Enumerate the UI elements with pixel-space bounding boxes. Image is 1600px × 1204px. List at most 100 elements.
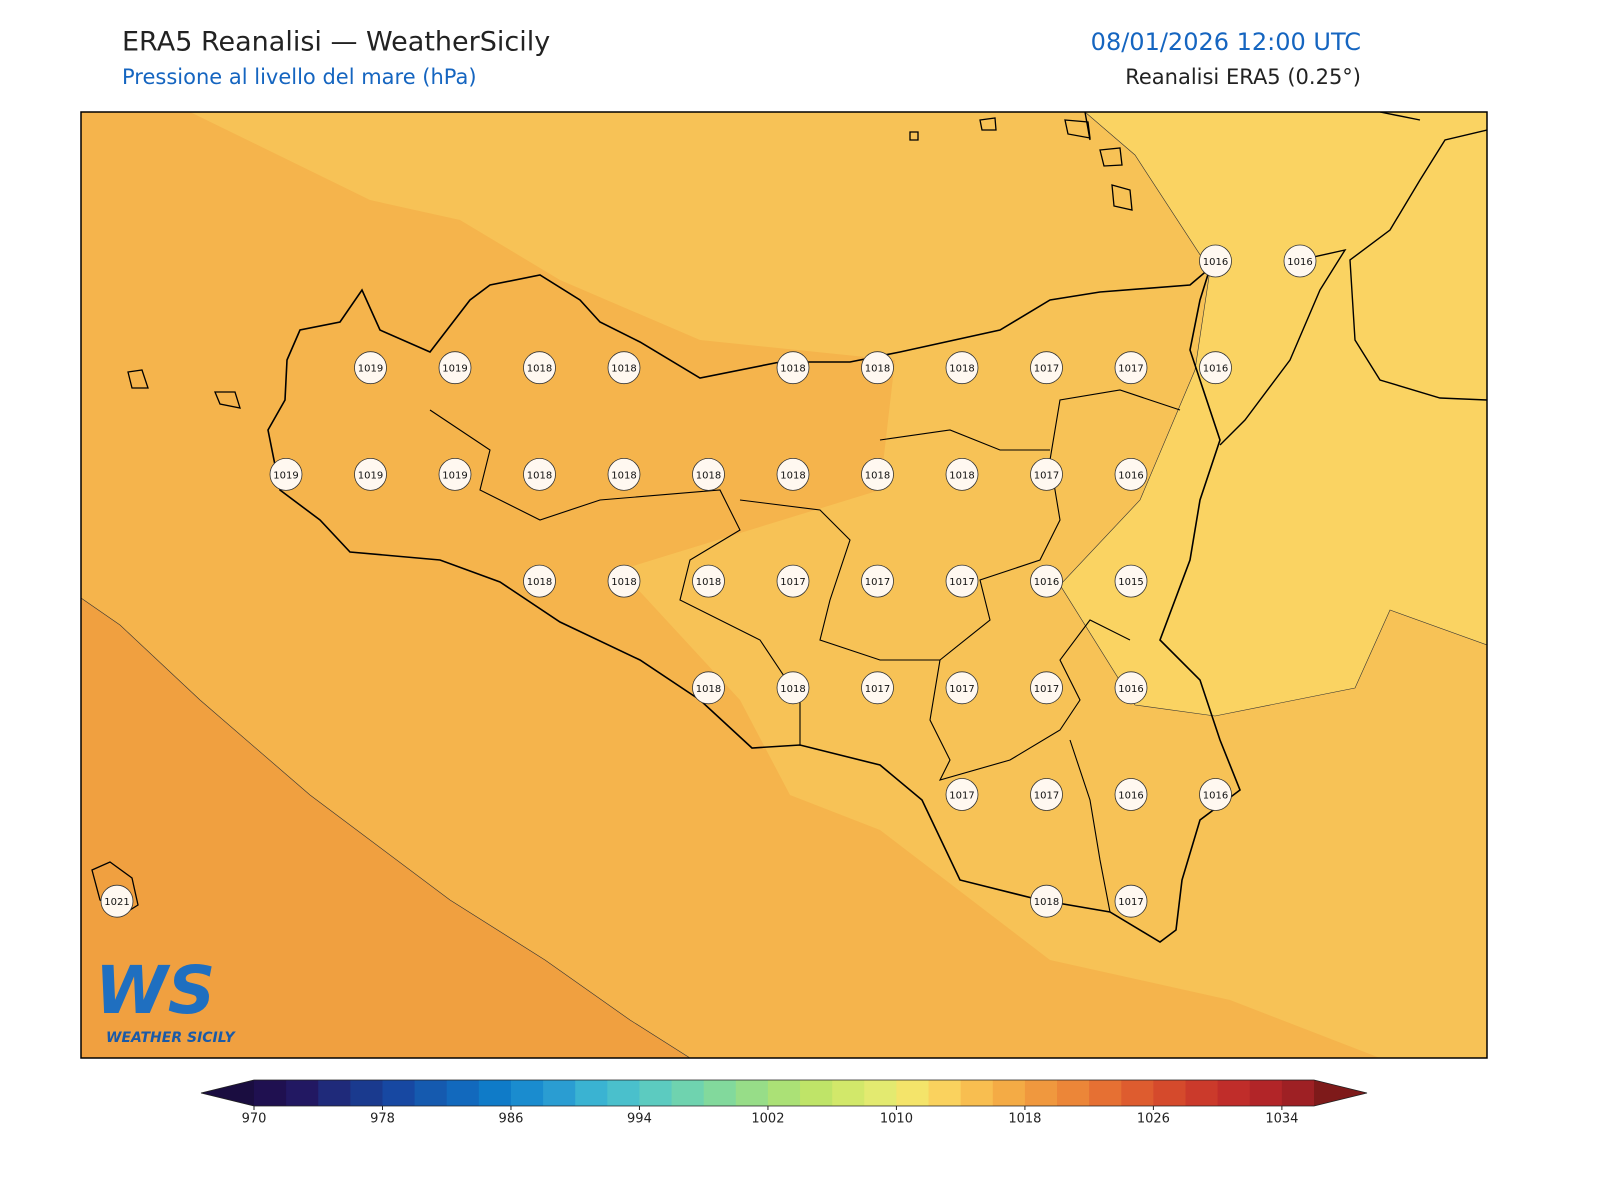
station-marker [1283, 244, 1317, 278]
station-value: 1016 [1118, 470, 1143, 481]
station-marker [945, 457, 979, 491]
station-value: 1019 [442, 364, 467, 375]
station-marker [354, 351, 387, 385]
station-value: 1018 [527, 470, 552, 481]
colorbar-tick-label: 1002 [751, 1112, 784, 1127]
colorbar-tick-label: 978 [370, 1112, 395, 1127]
station-marker [861, 564, 894, 598]
colorbar-cell [800, 1080, 833, 1106]
station-marker [1030, 457, 1063, 491]
colorbar-cell [1153, 1080, 1187, 1106]
colorbar-tick-label: 994 [627, 1112, 652, 1127]
logo-mark: WS [95, 952, 215, 1029]
colorbar-cell [960, 1080, 994, 1106]
colorbar-cell [992, 1080, 1026, 1106]
colorbar-tick-label: 1010 [880, 1112, 913, 1127]
station-value: 1017 [1118, 897, 1143, 908]
colorbar-cell [446, 1080, 480, 1106]
station-marker [1199, 351, 1232, 385]
station-marker [1199, 778, 1232, 811]
station-marker [945, 564, 979, 598]
station-marker [354, 457, 387, 491]
colorbar-cell [318, 1080, 351, 1106]
colorbar-tick-label: 1034 [1265, 1112, 1298, 1127]
colorbar-cell [896, 1080, 930, 1106]
colorbar-cell [1281, 1080, 1315, 1106]
subtitle: Pressione al livello del mare (hPa) [122, 65, 477, 89]
coastline [267, 265, 1241, 943]
station-value: 1019 [358, 470, 383, 481]
station-marker [861, 671, 894, 705]
colorbar-cell [350, 1080, 383, 1106]
colorbar-cell [1121, 1080, 1154, 1106]
station-marker [438, 351, 472, 385]
colorbar: 970 978 986 994 1002 1010 1018 1026 1034 [200, 1079, 1368, 1127]
field [81, 598, 690, 1058]
station-marker [776, 457, 810, 491]
map-frame [80, 111, 1488, 1059]
station-value: 1017 [865, 684, 890, 695]
colorbar-tick-label: 1018 [1008, 1112, 1041, 1127]
station-value: 1019 [273, 470, 298, 481]
colorbar-cell [1249, 1080, 1283, 1106]
station-value: 1018 [780, 684, 805, 695]
station-value: 1018 [949, 470, 974, 481]
island [91, 117, 1133, 916]
station-value: 1019 [358, 364, 383, 375]
colorbar-cell [543, 1080, 576, 1106]
station-marker [945, 671, 979, 705]
station-value: 1018 [527, 577, 552, 588]
station-marker [1114, 457, 1148, 491]
colorbar-cell [575, 1080, 608, 1106]
colorbar-cell [703, 1080, 737, 1106]
colorbar-cell [1024, 1080, 1058, 1106]
colorbar-cell [928, 1080, 962, 1106]
station-value: 1018 [611, 364, 636, 375]
station-marker [776, 671, 810, 705]
station-marker [438, 457, 472, 491]
colorbar-cell [1057, 1080, 1090, 1106]
station-marker [1030, 671, 1063, 705]
station-marker [692, 457, 725, 491]
station-value: 1021 [104, 897, 129, 908]
station-value: 1016 [1118, 791, 1143, 802]
station-value: 1018 [527, 364, 552, 375]
colorbar-cell [639, 1080, 673, 1106]
station-value: 1018 [696, 684, 721, 695]
station-value: 1018 [949, 364, 974, 375]
province-border [429, 389, 1181, 913]
colorbar-cell [414, 1080, 448, 1106]
colorbar-cell [286, 1080, 319, 1106]
colorbar-extend-low [201, 1080, 254, 1106]
station-value: 1017 [780, 577, 805, 588]
station-marker [1030, 564, 1063, 598]
station-marker [607, 457, 641, 491]
map-area [81, 112, 1487, 1058]
colorbar-cell [1089, 1080, 1122, 1106]
station-marker [523, 564, 556, 598]
station-marker [607, 351, 641, 385]
station-marker [1114, 564, 1148, 598]
station-marker [523, 351, 556, 385]
station-value: 1017 [1034, 364, 1059, 375]
station-value: 1015 [1118, 577, 1143, 588]
stations: 1016 1016 1019 1019 1018 1018 1018 1018 1018 1017… [100, 244, 1317, 918]
station-value: 1018 [611, 470, 636, 481]
station-marker [1114, 351, 1148, 385]
logo-name: WEATHER SICILY [106, 1030, 237, 1046]
station-marker [945, 778, 979, 811]
station-marker [1114, 884, 1148, 918]
colorbar-tick-label: 970 [242, 1112, 267, 1127]
station-value: 1017 [1034, 791, 1059, 802]
colorbar-cell [478, 1080, 512, 1106]
station-marker [861, 351, 894, 385]
station-value: 1018 [1034, 897, 1059, 908]
colorbar-cell [735, 1080, 769, 1106]
station-marker [861, 457, 894, 491]
colorbar-cell [382, 1080, 416, 1106]
station-value: 1018 [696, 470, 721, 481]
station-value: 1016 [1203, 364, 1228, 375]
station-marker [945, 351, 979, 385]
station-marker [1199, 244, 1232, 278]
field [1060, 112, 1487, 716]
